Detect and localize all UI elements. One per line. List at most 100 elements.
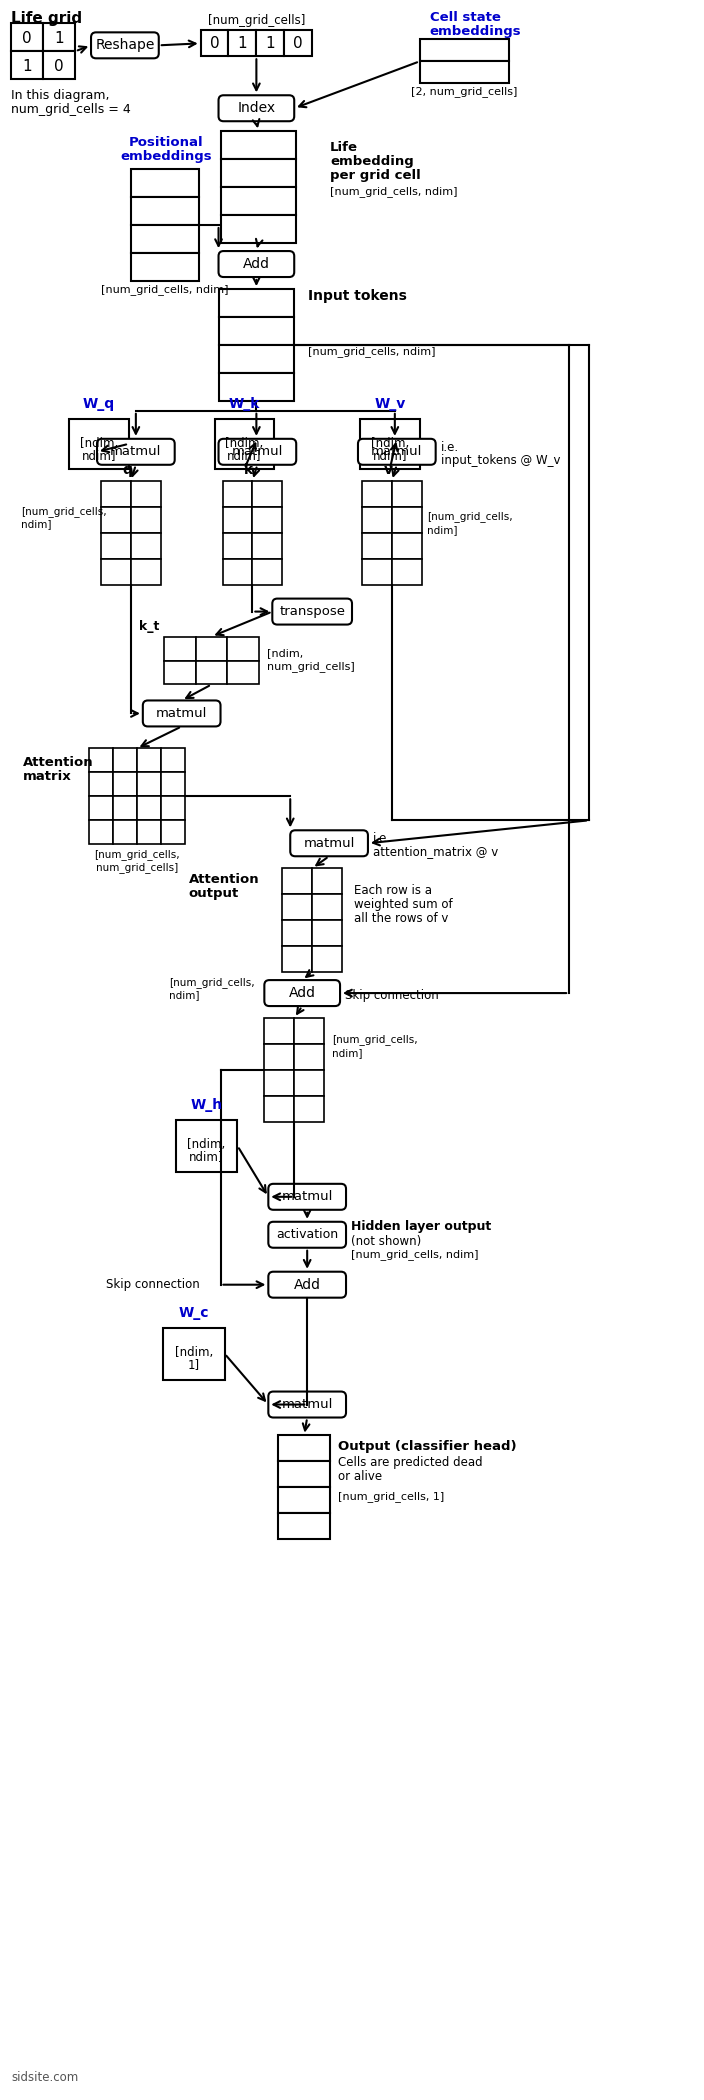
FancyBboxPatch shape xyxy=(420,40,510,61)
Text: Output (classifier head): Output (classifier head) xyxy=(338,1441,517,1453)
Text: Hidden layer output: Hidden layer output xyxy=(351,1220,491,1233)
FancyBboxPatch shape xyxy=(312,867,342,895)
FancyBboxPatch shape xyxy=(11,50,43,80)
Text: Each row is a: Each row is a xyxy=(354,884,432,897)
FancyBboxPatch shape xyxy=(101,533,131,559)
Text: [num_grid_cells, ndim]: [num_grid_cells, ndim] xyxy=(351,1250,479,1260)
FancyBboxPatch shape xyxy=(11,23,43,50)
FancyBboxPatch shape xyxy=(218,439,296,464)
FancyBboxPatch shape xyxy=(176,1119,237,1172)
FancyBboxPatch shape xyxy=(113,796,137,821)
FancyBboxPatch shape xyxy=(131,254,199,281)
Text: i.e.: i.e. xyxy=(441,441,459,454)
Text: Skip connection: Skip connection xyxy=(106,1279,200,1291)
FancyBboxPatch shape xyxy=(43,50,75,80)
FancyBboxPatch shape xyxy=(290,830,368,857)
Text: [num_grid_cells, ndim]: [num_grid_cells, ndim] xyxy=(308,346,436,357)
Text: 0: 0 xyxy=(54,59,64,74)
Text: attention_matrix @ v: attention_matrix @ v xyxy=(373,846,498,859)
FancyBboxPatch shape xyxy=(137,773,161,796)
FancyBboxPatch shape xyxy=(272,598,352,624)
FancyBboxPatch shape xyxy=(131,533,161,559)
FancyBboxPatch shape xyxy=(101,506,131,533)
FancyBboxPatch shape xyxy=(43,23,75,50)
FancyBboxPatch shape xyxy=(97,439,175,464)
Text: Life: Life xyxy=(330,141,358,153)
Text: [num_grid_cells,: [num_grid_cells, xyxy=(427,510,513,521)
Text: Attention: Attention xyxy=(23,756,94,769)
FancyBboxPatch shape xyxy=(392,559,422,584)
FancyBboxPatch shape xyxy=(282,947,312,972)
FancyBboxPatch shape xyxy=(229,29,256,57)
Text: Index: Index xyxy=(237,101,275,116)
Text: num_grid_cells]: num_grid_cells] xyxy=(268,662,355,672)
FancyBboxPatch shape xyxy=(264,1096,294,1121)
FancyBboxPatch shape xyxy=(164,662,196,685)
Text: Cells are predicted dead: Cells are predicted dead xyxy=(338,1457,483,1470)
FancyBboxPatch shape xyxy=(161,748,184,773)
Text: transpose: transpose xyxy=(279,605,345,617)
FancyBboxPatch shape xyxy=(278,1514,330,1539)
Text: W_h: W_h xyxy=(191,1098,222,1111)
Text: v: v xyxy=(384,462,392,477)
Text: W_c: W_c xyxy=(178,1306,209,1319)
FancyBboxPatch shape xyxy=(282,867,312,895)
Text: Reshape: Reshape xyxy=(95,38,155,52)
FancyBboxPatch shape xyxy=(264,1044,294,1071)
Text: In this diagram,: In this diagram, xyxy=(11,90,110,103)
Text: matmul: matmul xyxy=(110,445,161,458)
FancyBboxPatch shape xyxy=(222,559,253,584)
Text: [ndim,: [ndim, xyxy=(371,437,409,449)
Text: i.e.: i.e. xyxy=(373,832,391,846)
FancyBboxPatch shape xyxy=(278,1487,330,1514)
FancyBboxPatch shape xyxy=(222,481,253,506)
FancyBboxPatch shape xyxy=(218,344,294,374)
FancyBboxPatch shape xyxy=(294,1071,324,1096)
FancyBboxPatch shape xyxy=(89,773,113,796)
FancyBboxPatch shape xyxy=(420,61,510,84)
FancyBboxPatch shape xyxy=(131,506,161,533)
FancyBboxPatch shape xyxy=(163,1327,225,1380)
Text: matmul: matmul xyxy=(282,1399,333,1411)
FancyBboxPatch shape xyxy=(89,821,113,844)
FancyBboxPatch shape xyxy=(294,1018,324,1044)
Text: num_grid_cells = 4: num_grid_cells = 4 xyxy=(11,103,131,116)
Text: 0: 0 xyxy=(23,32,32,46)
FancyBboxPatch shape xyxy=(137,748,161,773)
Text: Add: Add xyxy=(289,987,315,1000)
FancyBboxPatch shape xyxy=(392,533,422,559)
Text: ndim]: ndim] xyxy=(332,1048,363,1058)
Text: num_grid_cells]: num_grid_cells] xyxy=(96,863,178,874)
Text: ndim]: ndim] xyxy=(427,525,457,536)
Text: activation: activation xyxy=(276,1228,338,1241)
Text: [num_grid_cells,: [num_grid_cells, xyxy=(169,976,254,987)
Text: q: q xyxy=(122,462,132,477)
Text: matmul: matmul xyxy=(282,1191,333,1203)
FancyBboxPatch shape xyxy=(91,32,159,59)
FancyBboxPatch shape xyxy=(294,1044,324,1071)
Text: matmul: matmul xyxy=(371,445,422,458)
Text: k: k xyxy=(244,462,253,477)
Text: [num_grid_cells,: [num_grid_cells, xyxy=(94,848,180,861)
FancyBboxPatch shape xyxy=(201,29,229,57)
FancyBboxPatch shape xyxy=(89,796,113,821)
Text: [ndim,: [ndim, xyxy=(175,1346,213,1359)
FancyBboxPatch shape xyxy=(220,214,296,244)
FancyBboxPatch shape xyxy=(137,821,161,844)
FancyBboxPatch shape xyxy=(218,252,294,277)
Text: 0: 0 xyxy=(210,36,220,50)
FancyBboxPatch shape xyxy=(282,920,312,947)
Text: [2, num_grid_cells]: [2, num_grid_cells] xyxy=(411,86,517,97)
Text: [ndim,: [ndim, xyxy=(268,649,303,659)
FancyBboxPatch shape xyxy=(131,170,199,197)
Text: W_v: W_v xyxy=(375,397,406,412)
Text: embeddings: embeddings xyxy=(120,151,211,164)
FancyBboxPatch shape xyxy=(282,895,312,920)
Text: [num_grid_cells, ndim]: [num_grid_cells, ndim] xyxy=(101,284,229,294)
FancyBboxPatch shape xyxy=(89,748,113,773)
FancyBboxPatch shape xyxy=(264,1071,294,1096)
Text: 0: 0 xyxy=(294,36,303,50)
FancyBboxPatch shape xyxy=(222,533,253,559)
Text: 1]: 1] xyxy=(187,1357,200,1371)
FancyBboxPatch shape xyxy=(362,506,392,533)
